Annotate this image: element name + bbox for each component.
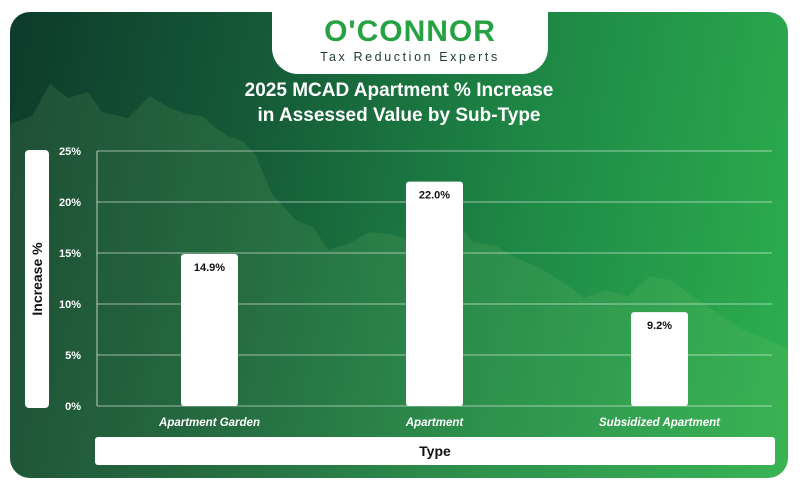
chart-title-line-2: in Assessed Value by Sub-Type (257, 105, 541, 126)
bar (181, 254, 238, 406)
bar (406, 181, 463, 406)
y-tick-label: 20% (59, 197, 81, 209)
y-axis-label-box: Increase % (25, 150, 49, 408)
chart-card: O'CONNOR Tax Reduction Experts 2025 MCAD… (10, 12, 788, 478)
y-tick-label: 10% (59, 299, 81, 311)
y-tick-label: 0% (65, 401, 81, 413)
chart-title-line-1: 2025 MCAD Apartment % Increase (244, 80, 554, 101)
x-tick-label: Apartment Garden (158, 417, 260, 429)
brand-tagline: Tax Reduction Experts (320, 50, 500, 64)
bar (631, 312, 688, 406)
chart-title: 2025 MCAD Apartment % Increase in Assess… (10, 78, 788, 128)
y-axis-label: Increase % (29, 242, 45, 316)
x-axis-label: Type (419, 443, 451, 459)
data-label: 22.0% (419, 190, 450, 202)
y-tick-label: 25% (59, 146, 81, 158)
x-axis-label-box: Type (95, 437, 775, 465)
brand-logo: O'CONNOR Tax Reduction Experts (272, 12, 548, 74)
y-tick-label: 15% (59, 248, 81, 260)
x-tick-label: Apartment (405, 417, 465, 429)
y-tick-label: 5% (65, 350, 81, 362)
data-label: 9.2% (647, 320, 672, 332)
data-label: 14.9% (194, 262, 225, 274)
brand-name: O'CONNOR (324, 15, 496, 48)
x-tick-label: Subsidized Apartment (599, 417, 721, 429)
bar-chart: 0% 5% 10% 15% 20% 25% 14.9% Apartment Garden 22.… (59, 146, 772, 429)
